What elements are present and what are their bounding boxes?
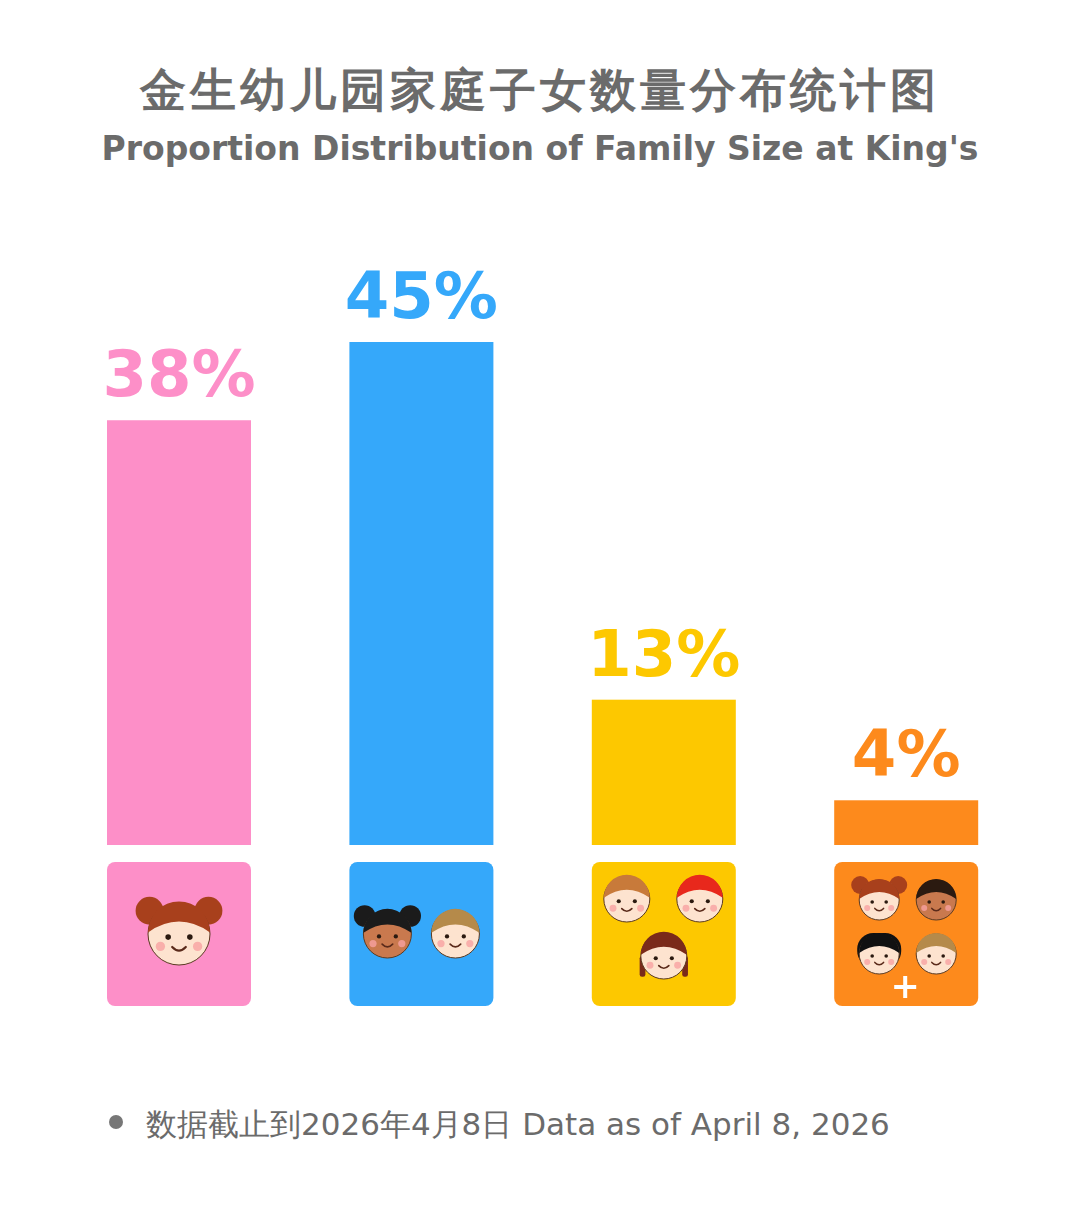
face xyxy=(857,933,901,974)
subtitle: Proportion Distribution of Family Size a… xyxy=(102,129,979,168)
face xyxy=(431,909,479,958)
data-label: 13% xyxy=(587,617,740,691)
face xyxy=(677,875,723,922)
face xyxy=(916,933,956,974)
data-label: 45% xyxy=(345,259,498,333)
bar xyxy=(349,342,493,845)
face xyxy=(916,879,956,920)
icon-box xyxy=(592,862,736,1006)
title: 金生幼儿园家庭子女数量分布统计图 xyxy=(139,63,940,117)
bar xyxy=(107,420,251,845)
bar xyxy=(834,800,978,845)
bar xyxy=(592,700,736,845)
face xyxy=(640,932,688,979)
data-labels: 38% 45% 13% 4% xyxy=(102,259,960,791)
icon-box xyxy=(349,862,493,1006)
face xyxy=(604,875,650,922)
icons xyxy=(107,862,978,1006)
face xyxy=(354,905,421,958)
chart-svg: 金生幼儿园家庭子女数量分布统计图 Proportion Distribution … xyxy=(0,0,1080,1207)
face xyxy=(851,876,907,920)
plus-sign xyxy=(903,976,907,998)
bars xyxy=(107,342,978,845)
icon-box xyxy=(834,862,978,1006)
data-label: 4% xyxy=(852,717,961,791)
data-label: 38% xyxy=(102,337,255,411)
chart-root: 金生幼儿园家庭子女数量分布统计图 Proportion Distribution … xyxy=(0,0,1080,1207)
icon-box xyxy=(107,862,251,1006)
bullet xyxy=(109,1115,123,1129)
footnote: 数据截止到2026年4月8日 Data as of April 8, 2026 xyxy=(146,1106,890,1142)
face xyxy=(136,897,223,965)
